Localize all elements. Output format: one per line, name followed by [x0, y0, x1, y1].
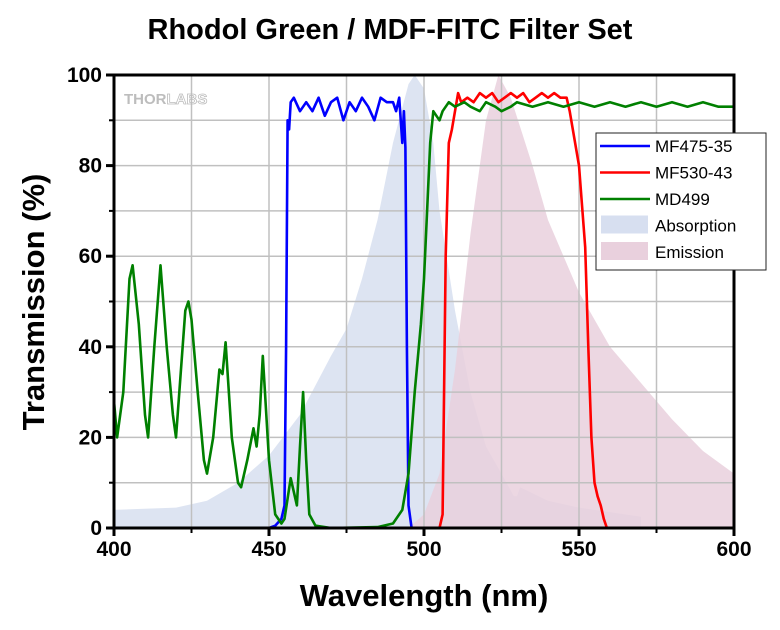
y-tick-label: 20 — [79, 426, 102, 449]
legend-label-mf475-35: MF475-35 — [655, 137, 732, 156]
y-tick-label: 40 — [79, 336, 102, 359]
axis-ticks: 400 450 500 550 600 0 20 40 60 80 100 — [67, 64, 752, 561]
thorlabs-watermark: THORLABS — [124, 91, 208, 109]
y-tick-label: 60 — [79, 245, 102, 268]
series-md499-line — [112, 100, 734, 530]
series-mf475-35-line — [114, 96, 734, 530]
x-tick-label: 450 — [251, 538, 286, 561]
x-tick-label: 600 — [716, 538, 751, 561]
x-axis-label: Wavelength (nm) — [300, 578, 549, 613]
line-series — [112, 91, 734, 530]
series-mf530-43-line — [114, 91, 734, 530]
chart-title: Rhodol Green / MDF-FITC Filter Set — [147, 14, 633, 46]
y-tick-label: 80 — [79, 155, 102, 178]
svg-text:THORLABS: THORLABS — [124, 91, 207, 108]
legend-label-absorption: Absorption — [655, 217, 736, 236]
legend-label-md499: MD499 — [655, 190, 710, 209]
logo-thor: THOR — [124, 91, 167, 108]
legend-label-emission: Emission — [655, 243, 724, 262]
y-axis-label: Transmission (%) — [16, 174, 51, 431]
x-tick-label: 400 — [96, 538, 131, 561]
x-tick-label: 500 — [406, 538, 441, 561]
legend: MF475-35 MF530-43 MD499 Absorption Emission — [595, 132, 767, 271]
y-tick-label: 0 — [90, 517, 102, 540]
y-tick-label: 100 — [67, 64, 102, 87]
logo-labs: LABS — [167, 91, 208, 108]
legend-label-mf530-43: MF530-43 — [655, 164, 732, 183]
x-tick-label: 550 — [561, 538, 596, 561]
legend-swatch-emission — [601, 242, 648, 260]
legend-swatch-absorption — [601, 215, 648, 234]
